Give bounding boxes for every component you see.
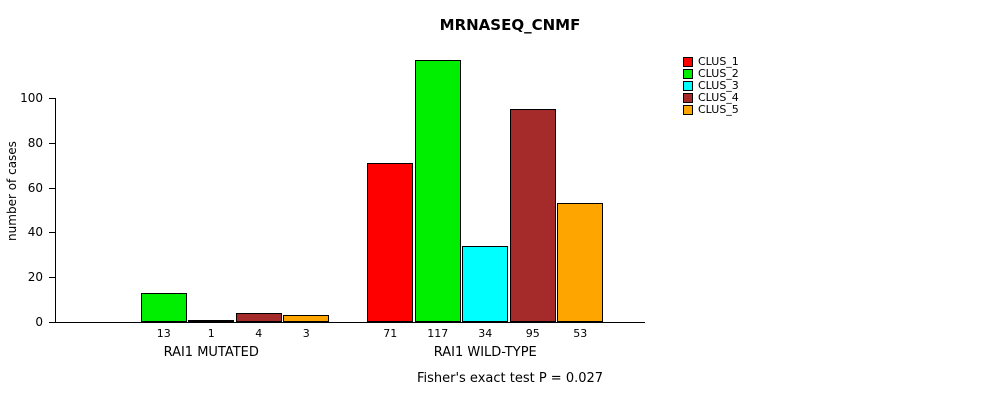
bar-value-label: 95 bbox=[525, 327, 540, 340]
bar-CLUS_2 bbox=[140, 293, 187, 322]
legend: CLUS_1 CLUS_2 CLUS_3 CLUS_4 CLUS_5 bbox=[683, 56, 739, 115]
bar-CLUS_5 bbox=[557, 203, 604, 322]
bar-CLUS_3 bbox=[462, 246, 509, 322]
bar-CLUS_1 bbox=[367, 163, 414, 322]
bar-CLUS_4 bbox=[509, 109, 556, 322]
bar-CLUS_3 bbox=[188, 320, 235, 322]
bar-value-label: 1 bbox=[207, 327, 215, 340]
legend-swatch-CLUS_3 bbox=[683, 80, 693, 91]
legend-row-CLUS_4: CLUS_4 bbox=[683, 92, 739, 103]
legend-label: CLUS_5 bbox=[698, 103, 739, 116]
legend-label: CLUS_3 bbox=[698, 79, 739, 92]
legend-label: CLUS_1 bbox=[698, 55, 739, 68]
bar-value-label: 4 bbox=[255, 327, 263, 340]
y-axis-line bbox=[55, 98, 56, 323]
legend-swatch-CLUS_1 bbox=[683, 56, 693, 67]
legend-row-CLUS_5: CLUS_5 bbox=[683, 104, 739, 115]
y-tick bbox=[49, 277, 55, 279]
legend-row-CLUS_2: CLUS_2 bbox=[683, 68, 739, 79]
fisher-test-annotation: Fisher's exact test P = 0.027 bbox=[416, 371, 604, 386]
bar-value-label: 71 bbox=[383, 327, 398, 340]
y-tick bbox=[49, 187, 55, 189]
y-tick-label: 40 bbox=[27, 225, 43, 240]
legend-row-CLUS_3: CLUS_3 bbox=[683, 80, 739, 91]
y-tick bbox=[49, 142, 55, 144]
y-tick-label: 100 bbox=[20, 91, 43, 105]
legend-swatch-CLUS_2 bbox=[683, 68, 693, 79]
bar-CLUS_4 bbox=[235, 313, 282, 322]
y-tick-label: 60 bbox=[27, 180, 43, 195]
legend-label: CLUS_4 bbox=[698, 91, 739, 104]
y-tick bbox=[49, 232, 55, 234]
bar-value-label: 117 bbox=[427, 327, 449, 340]
y-tick bbox=[49, 322, 55, 323]
y-tick-label: 20 bbox=[27, 270, 43, 285]
y-tick-label: 80 bbox=[27, 135, 43, 150]
legend-label: CLUS_2 bbox=[698, 67, 739, 80]
y-tick-label: 0 bbox=[35, 315, 43, 329]
legend-row-CLUS_1: CLUS_1 bbox=[683, 56, 739, 67]
chart-title: MRNASEQ_CNMF bbox=[439, 16, 581, 34]
bar-CLUS_5 bbox=[283, 315, 330, 322]
bar-value-label: 34 bbox=[478, 327, 493, 340]
bar-value-label: 13 bbox=[156, 327, 171, 340]
bar-CLUS_2 bbox=[414, 60, 461, 322]
x-baseline bbox=[55, 322, 645, 323]
bar-value-label: 3 bbox=[302, 327, 310, 340]
group-label: RAI1 MUTATED bbox=[163, 345, 259, 360]
legend-swatch-CLUS_4 bbox=[683, 92, 693, 103]
bar-value-label: 53 bbox=[573, 327, 588, 340]
legend-swatch-CLUS_5 bbox=[683, 104, 693, 115]
group-label: RAI1 WILD-TYPE bbox=[433, 345, 537, 360]
y-tick bbox=[49, 98, 55, 99]
